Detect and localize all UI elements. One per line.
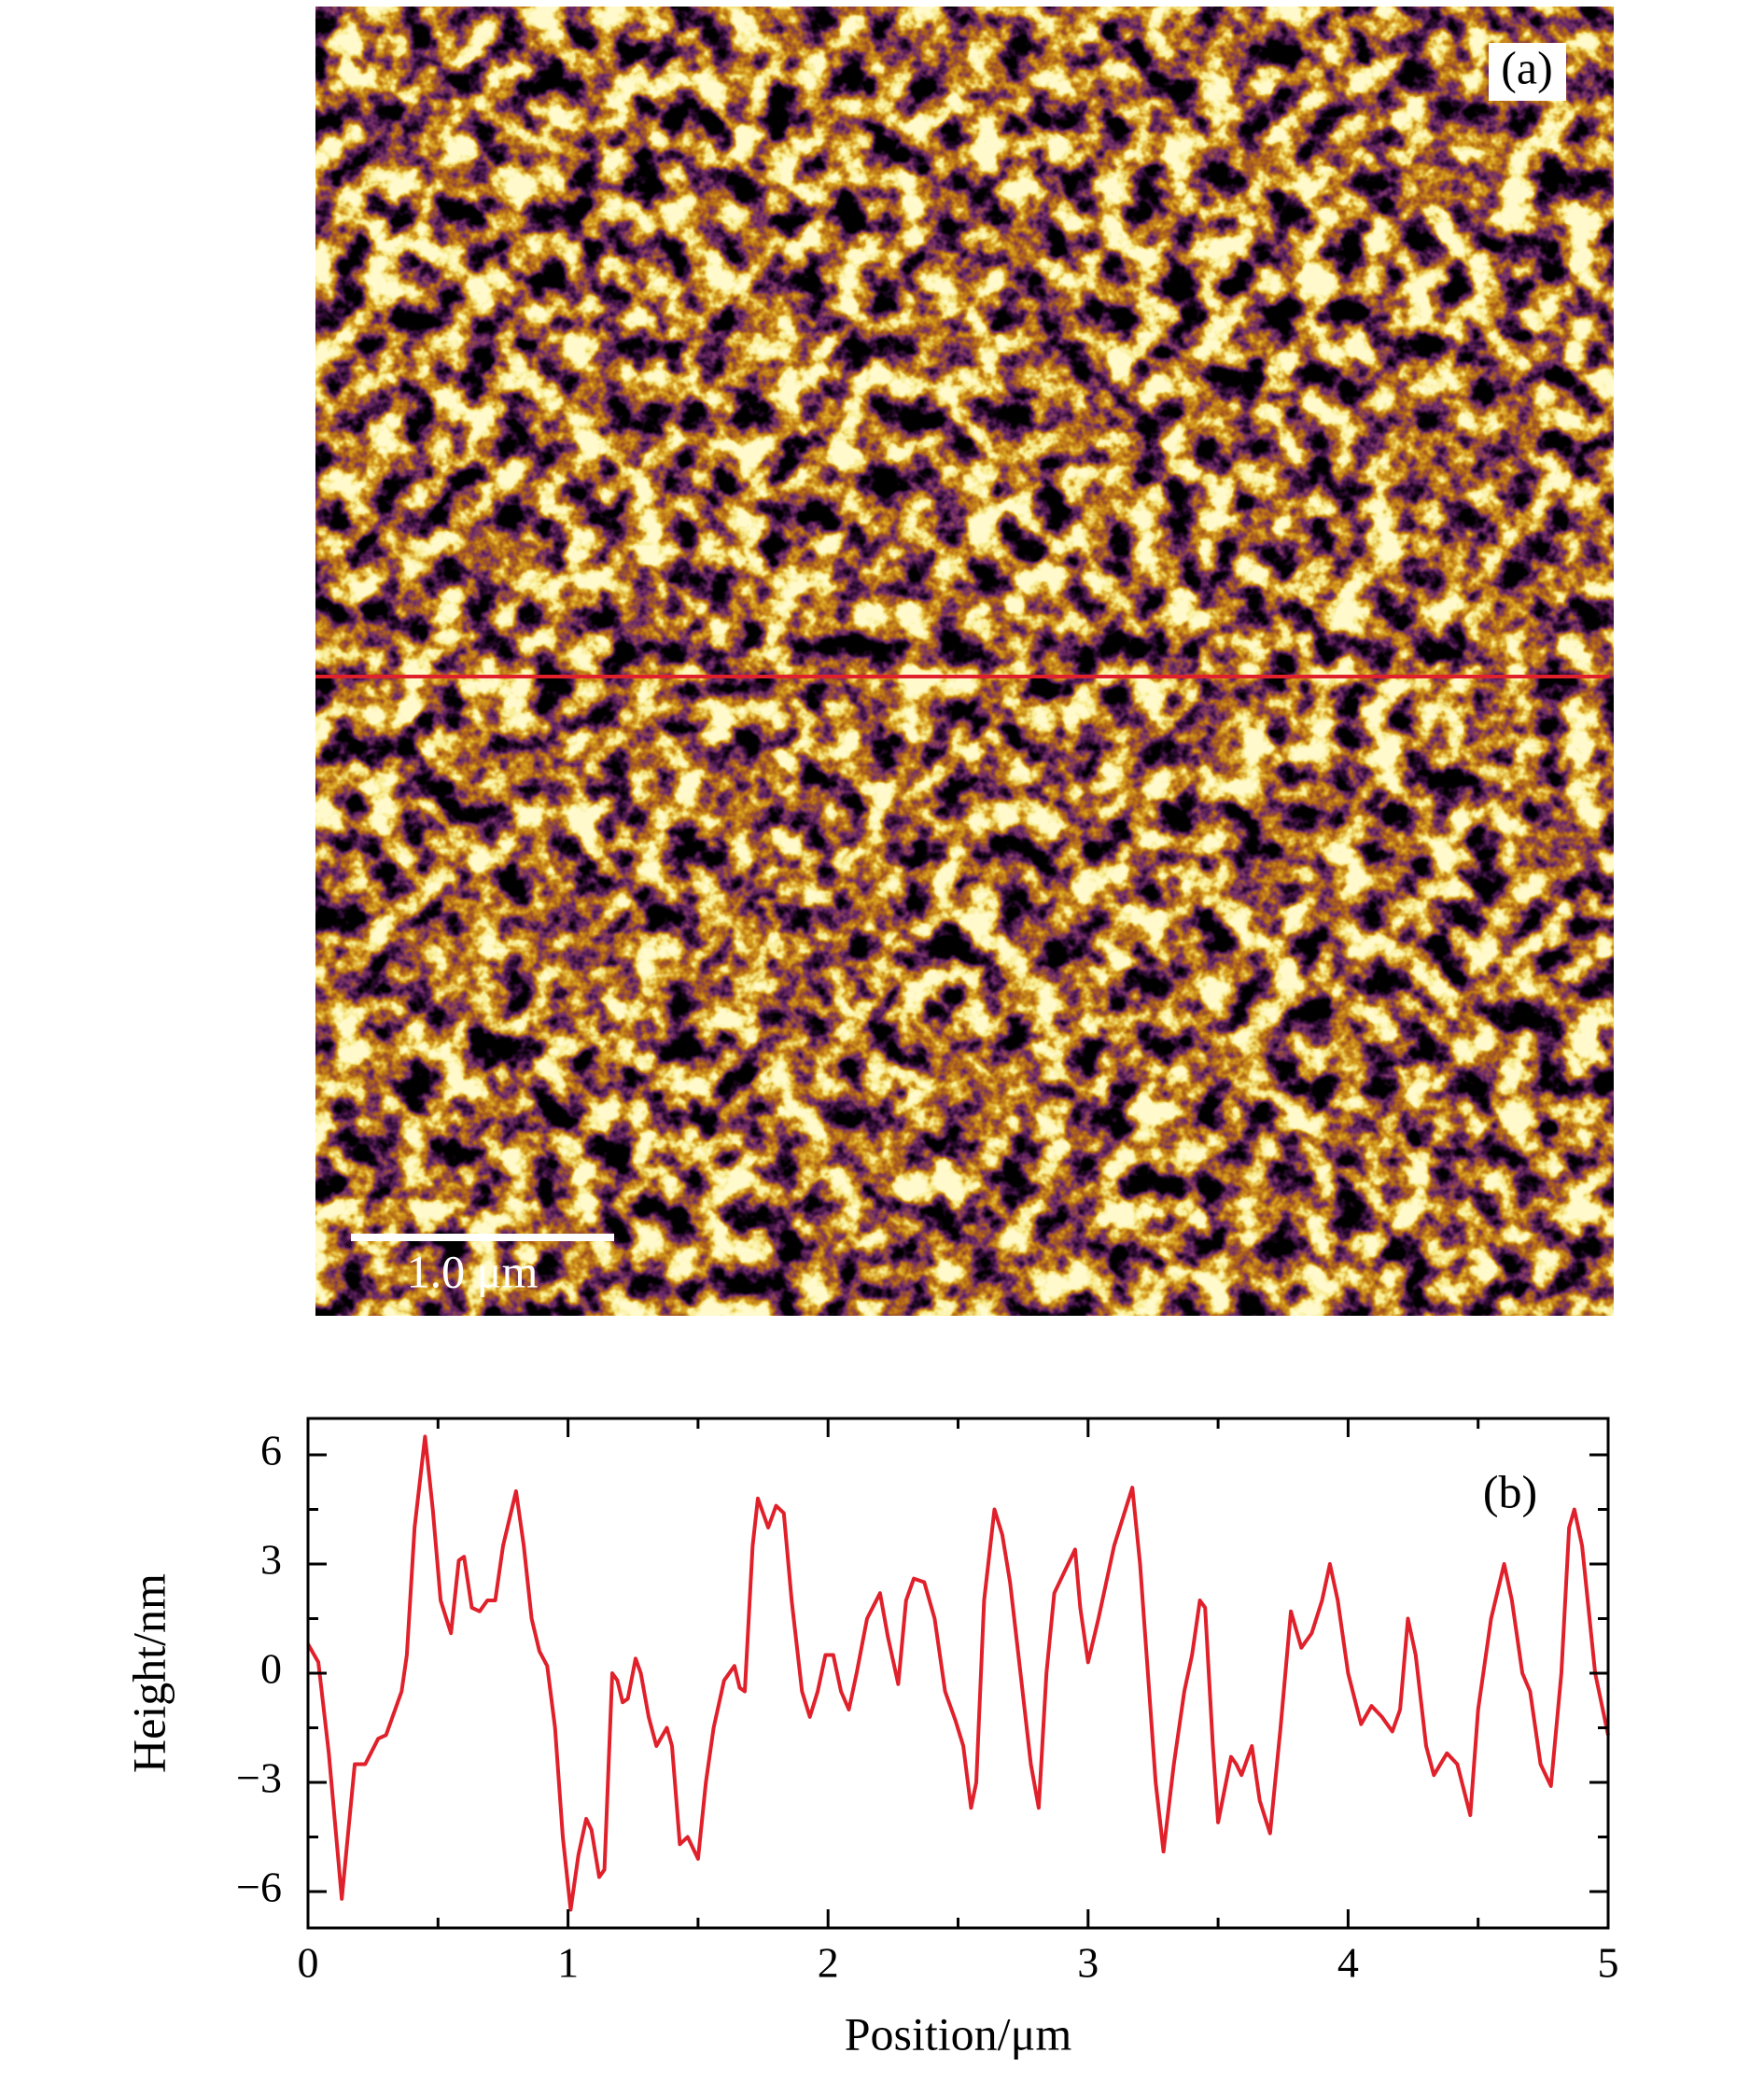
y-tick-label: 3 (260, 1536, 282, 1584)
x-axis-label: Position/μm (845, 2007, 1072, 2060)
x-tick-label: 3 (1077, 1939, 1099, 1987)
afm-panel: (a) 1.0 μm (315, 7, 1614, 1316)
x-tick-label: 0 (298, 1939, 319, 1987)
scale-bar-label: 1.0 μm (407, 1245, 539, 1297)
panel-label: (b) (1483, 1465, 1537, 1517)
plot-frame (306, 1417, 1610, 1930)
y-tick-label: −3 (236, 1754, 282, 1802)
x-tick-label: 2 (818, 1939, 839, 1987)
y-tick-label: 6 (260, 1427, 282, 1474)
afm-image (315, 7, 1614, 1316)
profile-line (306, 1434, 1610, 1912)
panel-label: (a) (1501, 41, 1553, 93)
label-box (1489, 43, 1566, 101)
x-tick-label: 4 (1337, 1939, 1359, 1987)
y-tick-label: −6 (236, 1864, 282, 1911)
y-tick-label: 0 (260, 1645, 282, 1693)
y-axis-label: Height/nm (122, 1573, 175, 1773)
x-tick-label: 1 (557, 1939, 579, 1987)
profile-plot: 0 1 2 3 4 5 −6 −3 0 3 6 (b) Position/μm Height/nm (122, 1417, 1619, 2060)
x-tick-label: 5 (1598, 1939, 1619, 1987)
